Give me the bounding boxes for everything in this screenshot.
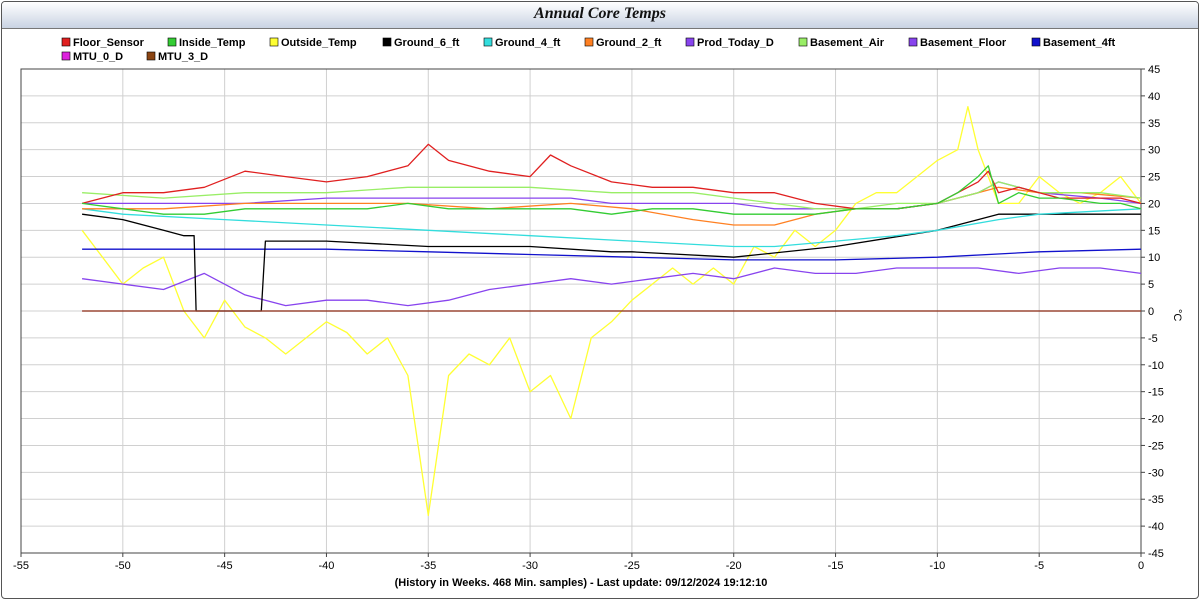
- x-axis-ticks: -55 -50 -45 -40 -35 -30 -25 -20 -15 -10 -5 0: [13, 553, 1144, 572]
- legend-swatch: [146, 51, 156, 61]
- legend-swatch: [61, 37, 71, 47]
- x-tick-label: -40: [319, 560, 335, 572]
- x-tick-label: -5: [1034, 560, 1044, 572]
- y-tick-label: 45: [1148, 64, 1160, 76]
- series-line-prod-today-d: [82, 267, 1142, 307]
- legend-swatch: [382, 37, 392, 47]
- series-line-floor-sensor: [81, 143, 1142, 210]
- series-group: [81, 105, 1142, 517]
- series-line-basement-4ft: [82, 248, 1142, 261]
- x-tick-label: 0: [1138, 560, 1144, 572]
- legend-swatch: [584, 37, 594, 47]
- y-tick-label: 15: [1148, 225, 1160, 237]
- legend-swatch: [269, 37, 279, 47]
- y-tick-label: -35: [1148, 494, 1164, 506]
- series-line-ground-6-ft: [82, 213, 1141, 312]
- series-line-inside-temp: [82, 165, 1142, 215]
- legend-label: MTU_0_D: [73, 51, 123, 63]
- y-tick-label: 5: [1148, 279, 1154, 291]
- legend-label: Ground_4_ft: [495, 37, 561, 49]
- x-tick-label: -10: [929, 560, 945, 572]
- legend-swatch: [798, 37, 808, 47]
- legend-swatch: [908, 37, 918, 47]
- y-axis-label: °C: [1171, 309, 1183, 321]
- y-tick-label: -30: [1148, 467, 1164, 479]
- legend-label: Basement_Floor: [920, 37, 1007, 49]
- x-tick-label: -50: [115, 560, 131, 572]
- legend-label: Outside_Temp: [281, 37, 357, 49]
- chart-title: Annual Core Temps: [534, 5, 666, 22]
- y-tick-label: 40: [1148, 91, 1160, 103]
- x-tick-label: -15: [828, 560, 844, 572]
- series-line-outside-temp: [81, 105, 1142, 517]
- legend-label: Ground_6_ft: [394, 37, 460, 49]
- x-axis-label: (History in Weeks. 468 Min. samples) - L…: [395, 577, 768, 589]
- y-tick-label: 20: [1148, 198, 1160, 210]
- y-tick-label: 30: [1148, 145, 1160, 157]
- x-tick-label: -20: [726, 560, 742, 572]
- y-tick-label: -5: [1148, 333, 1158, 345]
- legend-label: Ground_2_ft: [596, 37, 662, 49]
- legend: Floor_Sensor Inside_Temp Outside_Temp Groun…: [61, 37, 1115, 63]
- legend-label: Basement_4ft: [1043, 37, 1115, 49]
- legend-label: Floor_Sensor: [73, 37, 145, 49]
- legend-label: Basement_Air: [810, 37, 885, 49]
- y-tick-label: 25: [1148, 172, 1160, 184]
- x-tick-label: -35: [420, 560, 436, 572]
- y-tick-label: 35: [1148, 118, 1160, 130]
- title-bar: Annual Core Temps: [2, 2, 1198, 29]
- series-line-ground-2-ft: [82, 186, 1142, 226]
- series-line-basement-air: [82, 181, 1142, 210]
- x-tick-label: -45: [217, 560, 233, 572]
- y-tick-label: -45: [1148, 548, 1164, 560]
- legend-swatch: [1031, 37, 1041, 47]
- series-line-basement-floor: [82, 181, 1142, 210]
- legend-swatch: [483, 37, 493, 47]
- x-tick-label: -25: [624, 560, 640, 572]
- y-tick-label: -25: [1148, 440, 1164, 452]
- y-tick-label: -10: [1148, 360, 1164, 372]
- legend-swatch: [167, 37, 177, 47]
- y-tick-label: -40: [1148, 521, 1164, 533]
- y-tick-label: -15: [1148, 387, 1164, 399]
- legend-swatch: [685, 37, 695, 47]
- legend-label: MTU_3_D: [158, 51, 208, 63]
- legend-swatch: [61, 51, 71, 61]
- y-tick-label: 0: [1148, 306, 1154, 318]
- y-axis-ticks: 45 40 35 30 25 20 15 10 5 0 -5 -10 -15 -20 -25 -30 -35 -4…: [1141, 64, 1164, 560]
- x-tick-label: -30: [522, 560, 538, 572]
- x-tick-label: -55: [13, 560, 29, 572]
- y-tick-label: -20: [1148, 414, 1164, 426]
- y-tick-label: 10: [1148, 252, 1160, 264]
- legend-label: Inside_Temp: [179, 37, 246, 49]
- series-line-ground-4-ft: [82, 208, 1142, 248]
- legend-label: Prod_Today_D: [697, 37, 774, 49]
